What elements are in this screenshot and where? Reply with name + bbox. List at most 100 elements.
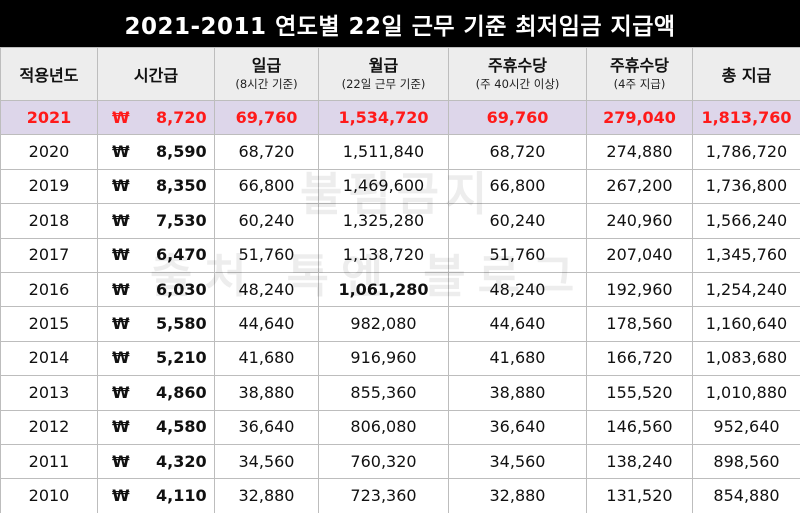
cell-weekly-allowance-4w: 267,200 xyxy=(586,168,693,205)
cell-daily: 60,240 xyxy=(214,203,319,239)
hourly-value: 5,580 xyxy=(156,314,207,334)
cell-weekly-allowance-4w: 274,880 xyxy=(586,134,693,170)
table-row: 2015 ₩5,580 44,640 982,080 44,640 178,560 1,16… xyxy=(0,306,800,342)
cell-monthly: 1,534,720 xyxy=(318,99,449,136)
cell-hourly: ₩8,720 xyxy=(97,99,215,136)
header-weekly-allowance-label: 주휴수당 xyxy=(488,56,547,75)
table-row: 2010 ₩4,110 32,880 723,360 32,880 131,520 854,… xyxy=(0,478,800,513)
table-row: 2018 ₩7,530 60,240 1,325,280 60,240 240,960 1,… xyxy=(0,203,800,239)
header-weekly-allowance-4w-sub: (4주 지급) xyxy=(613,77,666,91)
hourly-value: 8,720 xyxy=(156,107,207,127)
cell-weekly-allowance-4w: 240,960 xyxy=(586,203,693,239)
cell-monthly: 1,511,840 xyxy=(318,134,449,170)
header-hourly: 시간급 xyxy=(97,47,215,101)
cell-total: 1,254,240 xyxy=(692,271,800,308)
currency-symbol: ₩ xyxy=(112,210,130,230)
header-total: 총 지급 xyxy=(692,47,800,101)
hourly-value: 7,530 xyxy=(156,210,207,230)
header-daily-label: 일급 xyxy=(251,56,282,75)
cell-weekly-allowance: 51,760 xyxy=(448,237,587,273)
cell-year: 2018 xyxy=(0,203,98,239)
hourly-value: 6,030 xyxy=(156,279,207,299)
hourly-value: 4,110 xyxy=(156,485,207,505)
cell-daily: 38,880 xyxy=(214,375,319,411)
cell-weekly-allowance: 41,680 xyxy=(448,340,587,377)
cell-hourly: ₩5,580 xyxy=(97,306,215,342)
currency-symbol: ₩ xyxy=(112,382,130,402)
cell-total: 854,880 xyxy=(692,478,800,513)
cell-weekly-allowance-4w: 146,560 xyxy=(586,409,693,445)
minimum-wage-table: 적용년도 시간급 일급 (8시간 기준) 월급 (22일 근무 기준) 주휴수당… xyxy=(0,47,800,513)
cell-hourly: ₩8,350 xyxy=(97,168,215,205)
currency-symbol: ₩ xyxy=(112,245,130,265)
cell-total: 1,010,880 xyxy=(692,375,800,411)
cell-hourly: ₩4,860 xyxy=(97,375,215,411)
header-monthly-sub: (22일 근무 기준) xyxy=(341,77,426,91)
cell-total: 1,083,680 xyxy=(692,340,800,377)
cell-weekly-allowance: 36,640 xyxy=(448,409,587,445)
cell-year: 2019 xyxy=(0,168,98,205)
cell-weekly-allowance-4w: 207,040 xyxy=(586,237,693,273)
cell-monthly: 982,080 xyxy=(318,306,449,342)
cell-year: 2014 xyxy=(0,340,98,377)
header-monthly: 월급 (22일 근무 기준) xyxy=(318,47,449,101)
cell-total: 1,160,640 xyxy=(692,306,800,342)
table-row: 2016 ₩6,030 48,240 1,061,280 48,240 192,960 1,… xyxy=(0,271,800,308)
cell-hourly: ₩5,210 xyxy=(97,340,215,377)
cell-weekly-allowance-4w: 192,960 xyxy=(586,271,693,308)
table-row: 2012 ₩4,580 36,640 806,080 36,640 146,560 952,… xyxy=(0,409,800,445)
cell-weekly-allowance-4w: 178,560 xyxy=(586,306,693,342)
hourly-value: 4,860 xyxy=(156,382,207,402)
cell-weekly-allowance: 38,880 xyxy=(448,375,587,411)
cell-daily: 34,560 xyxy=(214,443,319,480)
cell-monthly: 760,320 xyxy=(318,443,449,480)
cell-daily: 32,880 xyxy=(214,478,319,513)
cell-weekly-allowance: 69,760 xyxy=(448,99,587,136)
cell-monthly: 1,138,720 xyxy=(318,237,449,273)
cell-year: 2017 xyxy=(0,237,98,273)
table-body: 2021 ₩8,720 69,760 1,534,720 69,760 279,040 1,… xyxy=(0,99,800,513)
cell-weekly-allowance-4w: 166,720 xyxy=(586,340,693,377)
cell-hourly: ₩6,030 xyxy=(97,271,215,308)
cell-weekly-allowance: 68,720 xyxy=(448,134,587,170)
hourly-value: 8,590 xyxy=(156,142,207,162)
cell-year: 2011 xyxy=(0,443,98,480)
cell-daily: 41,680 xyxy=(214,340,319,377)
header-monthly-label: 월급 xyxy=(368,56,399,75)
cell-hourly: ₩4,580 xyxy=(97,409,215,445)
cell-daily: 51,760 xyxy=(214,237,319,273)
cell-monthly: 806,080 xyxy=(318,409,449,445)
cell-monthly: 916,960 xyxy=(318,340,449,377)
cell-daily: 44,640 xyxy=(214,306,319,342)
cell-weekly-allowance-4w: 131,520 xyxy=(586,478,693,513)
currency-symbol: ₩ xyxy=(112,417,130,437)
cell-hourly: ₩8,590 xyxy=(97,134,215,170)
table-row: 2021 ₩8,720 69,760 1,534,720 69,760 279,040 1,… xyxy=(0,99,800,136)
table-row: 2020 ₩8,590 68,720 1,511,840 68,720 274,880 1,… xyxy=(0,134,800,170)
cell-monthly: 1,469,600 xyxy=(318,168,449,205)
cell-total: 1,566,240 xyxy=(692,203,800,239)
cell-total: 952,640 xyxy=(692,409,800,445)
page-title: 2021-2011 연도별 22일 근무 기준 최저임금 지급액 xyxy=(0,0,800,47)
table-row: 2011 ₩4,320 34,560 760,320 34,560 138,240 898,… xyxy=(0,443,800,480)
cell-year: 2020 xyxy=(0,134,98,170)
cell-daily: 69,760 xyxy=(214,99,319,136)
cell-monthly: 1,325,280 xyxy=(318,203,449,239)
cell-monthly: 1,061,280 xyxy=(318,271,449,308)
table-row: 2017 ₩6,470 51,760 1,138,720 51,760 207,040 1,… xyxy=(0,237,800,273)
cell-total: 1,813,760 xyxy=(692,99,800,136)
cell-daily: 48,240 xyxy=(214,271,319,308)
cell-monthly: 723,360 xyxy=(318,478,449,513)
hourly-value: 8,350 xyxy=(156,176,207,196)
header-weekly-allowance-4w-label: 주휴수당 xyxy=(610,56,669,75)
header-daily: 일급 (8시간 기준) xyxy=(214,47,319,101)
currency-symbol: ₩ xyxy=(112,176,130,196)
cell-daily: 66,800 xyxy=(214,168,319,205)
currency-symbol: ₩ xyxy=(112,107,130,127)
currency-symbol: ₩ xyxy=(112,142,130,162)
table-row: 2019 ₩8,350 66,800 1,469,600 66,800 267,200 1,… xyxy=(0,168,800,205)
cell-year: 2010 xyxy=(0,478,98,513)
cell-daily: 68,720 xyxy=(214,134,319,170)
cell-hourly: ₩4,320 xyxy=(97,443,215,480)
cell-total: 898,560 xyxy=(692,443,800,480)
